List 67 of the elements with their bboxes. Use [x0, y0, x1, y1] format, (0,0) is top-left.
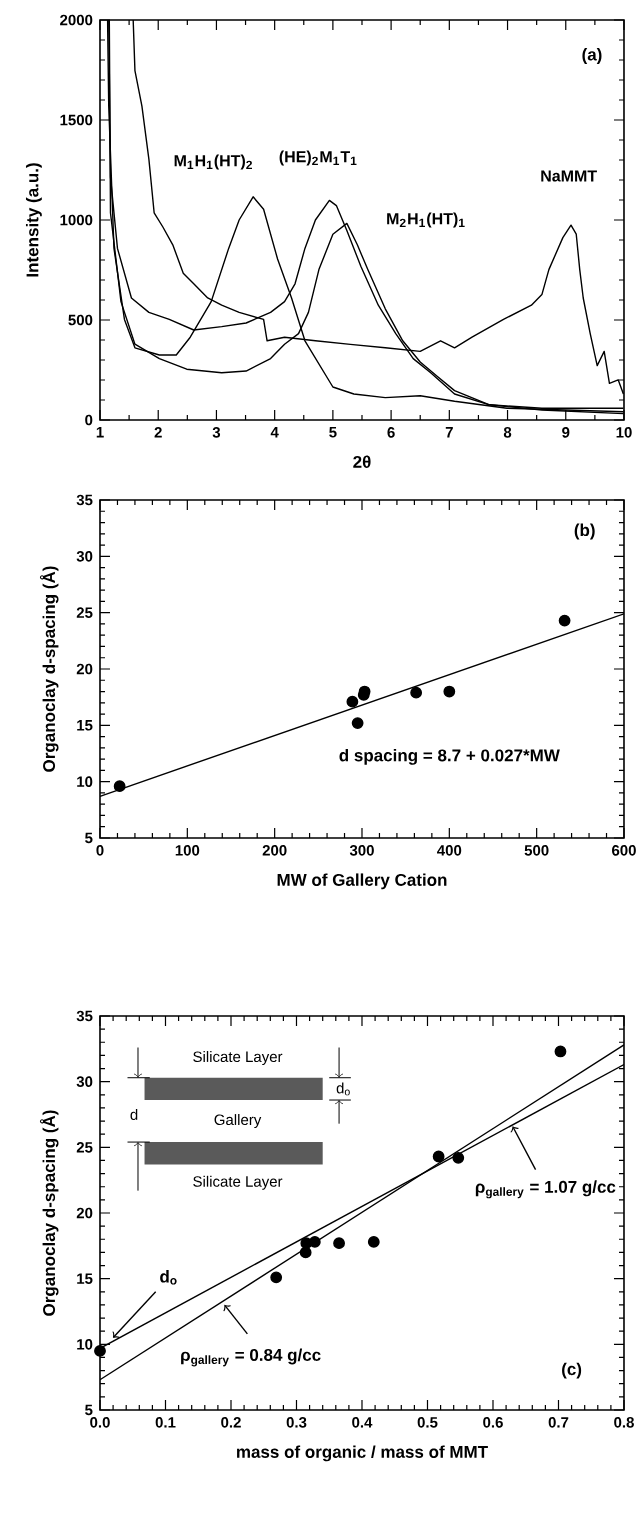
x-tick-label: 0.7 — [548, 1417, 569, 1428]
x-tick-label: 0.8 — [614, 1417, 634, 1428]
y-tick-label: 35 — [76, 494, 93, 506]
x-tick-label: 2 — [154, 427, 162, 438]
y-tick-label: 25 — [76, 1142, 93, 1153]
series-label: M$_{1}$H$_{1}$(HT)$_{2}$ — [174, 154, 253, 170]
y-tick-label: 10 — [77, 776, 93, 787]
x-tick-label: 0.1 — [155, 1417, 176, 1428]
annotation: Silicate Layer — [193, 1175, 283, 1190]
y-tick-label: 500 — [68, 314, 93, 326]
y-tick-label: 30 — [76, 551, 93, 562]
y-tick-label: 1500 — [60, 114, 93, 126]
y-tick-label: 0 — [85, 414, 93, 426]
x-tick-label: 6 — [387, 427, 395, 438]
y-tick-label: 10 — [77, 1339, 93, 1350]
x-tick-label: 5 — [329, 427, 337, 438]
x-tick-label: 9 — [562, 427, 570, 438]
x-axis-title: mass of organic / mass of MMT — [237, 1445, 488, 1462]
y-tick-label: 15 — [77, 720, 93, 731]
y-tick-label: 5 — [85, 1404, 93, 1416]
x-tick-label: 600 — [612, 845, 636, 856]
x-tick-label: 0.3 — [286, 1417, 307, 1428]
y-tick-label: 20 — [76, 663, 93, 675]
annotation: (b) — [574, 523, 595, 540]
x-tick-label: 0.4 — [352, 1417, 373, 1428]
x-tick-label: 0.0 — [90, 1417, 110, 1428]
y-tick-label: 30 — [76, 1076, 93, 1087]
x-tick-label: 500 — [524, 845, 549, 856]
y-axis-title: Organoclay d-spacing (Å) — [39, 566, 59, 772]
x-tick-label: 400 — [437, 845, 462, 856]
x-tick-label: 1 — [96, 427, 104, 438]
y-axis-title: Intensity (a.u.) — [25, 163, 42, 277]
annotation: (c) — [562, 1362, 582, 1379]
legend-label: NaMMT — [541, 170, 597, 182]
x-tick-label: 200 — [262, 845, 287, 856]
y-tick-label: 25 — [76, 607, 93, 618]
x-tick-label: 4 — [270, 427, 279, 438]
x-tick-label: 10 — [616, 427, 632, 438]
annotation: Silicate Layer — [193, 1051, 283, 1065]
x-tick-label: 100 — [175, 845, 200, 856]
x-tick-label: 7 — [445, 427, 453, 438]
y-tick-label: 35 — [76, 1010, 93, 1022]
y-tick-label: 2000 — [60, 14, 93, 26]
x-tick-label: 3 — [212, 427, 221, 438]
annotation: d$_{o}$ — [160, 1270, 177, 1285]
annotation: ρ$_{gallery}$ = 1.07 g/cc — [475, 1180, 616, 1199]
annotation: d spacing = 8.7 + 0.027*MW — [339, 748, 560, 765]
text: (HE)$_{2}$M$_{1}$T$_{1}$ — [279, 150, 357, 166]
annotation: (a) — [582, 48, 602, 64]
x-tick-label: 300 — [349, 845, 374, 856]
y-tick-label: 15 — [77, 1273, 93, 1284]
y-tick-label: 5 — [85, 832, 93, 844]
x-tick-label: 0.2 — [221, 1417, 241, 1428]
y-tick-label: 20 — [76, 1207, 93, 1219]
y-axis-title: Organoclay d-spacing (Å) — [39, 1110, 59, 1316]
x-tick-label: 0 — [96, 845, 104, 856]
annotation: d$_{o}$ — [336, 1082, 350, 1096]
x-tick-label: 0.6 — [483, 1417, 503, 1428]
annotation: d — [130, 1109, 138, 1121]
x-axis-title: 2θ — [353, 455, 371, 468]
x-tick-label: 8 — [503, 427, 512, 438]
x-tick-label: 0.5 — [417, 1417, 438, 1428]
annotation: Gallery — [214, 1114, 262, 1129]
text: M$_{2}$H$_{1}$(HT)$_{1}$ — [387, 212, 465, 228]
annotation: ρ$_{gallery}$ = 0.84 g/cc — [181, 1348, 321, 1367]
y-tick-label: 1000 — [60, 214, 93, 226]
x-axis-title: MW of Gallery Cation — [277, 873, 447, 890]
